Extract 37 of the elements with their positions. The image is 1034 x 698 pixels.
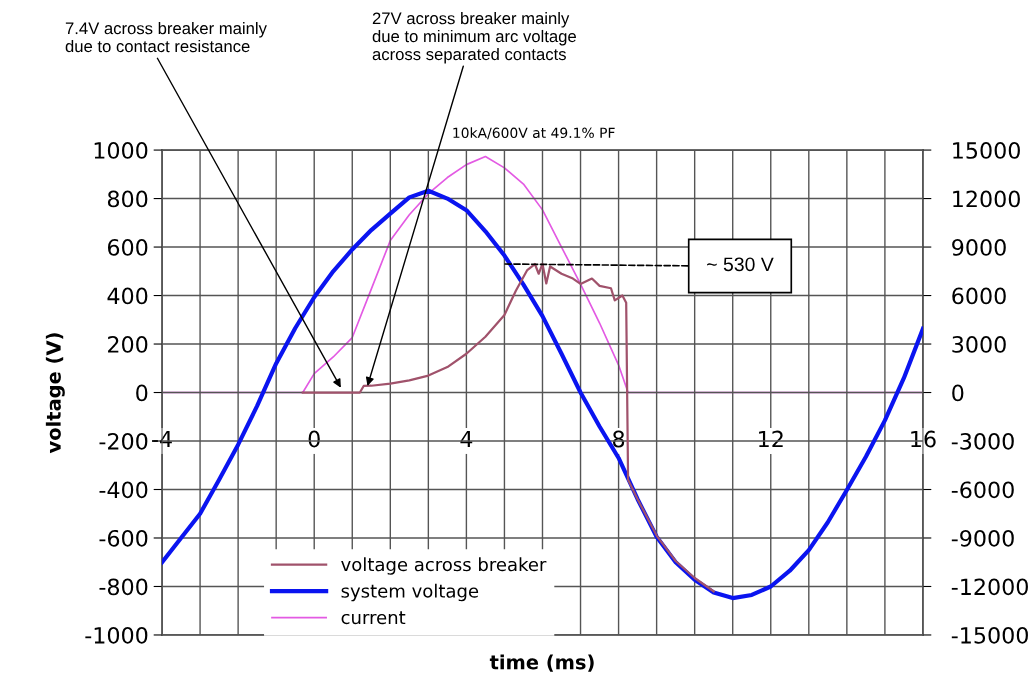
x-tick-label: 16 [911, 430, 936, 448]
y2-tick-label: 3000 [952, 335, 1006, 353]
y-tick-label: -600 [99, 529, 148, 547]
legend-label: system voltage [341, 583, 479, 602]
y2-tick-label: -6000 [951, 481, 1014, 499]
chart-title: 10kA/600V at 49.1% PF [453, 127, 615, 140]
y-tick-label: 200 [108, 335, 148, 353]
y-tick-label: -1000 [85, 626, 148, 644]
y2-tick-label: -3000 [951, 432, 1014, 450]
legend-label: voltage across breaker [341, 557, 547, 575]
y-tick-label: -200 [99, 432, 148, 450]
x-tick-label: -4 [152, 430, 172, 448]
x-tick-label: 4 [460, 430, 473, 448]
x-axis-title: time (ms) [489, 654, 594, 672]
y2-tick-label: 0 [952, 384, 964, 402]
y-tick-label: -800 [99, 578, 148, 596]
y-tick-label: 600 [107, 239, 148, 256]
y2-tick-label: 9000 [952, 239, 1006, 256]
y-axis-title: voltage (V) [45, 333, 65, 454]
annotation: 27V across breaker mainly due to minimum arc voltage across separated contacts [372, 12, 576, 64]
y2-tick-label: -15000 [951, 626, 1028, 644]
legend-label: current [341, 611, 406, 625]
x-tick-label: 0 [308, 430, 320, 448]
y2-tick-label: 15000 [953, 142, 1020, 159]
y2-tick-label: -9000 [951, 529, 1014, 547]
annotation: ~ 530 V [707, 257, 774, 272]
y-tick-label: -400 [99, 481, 148, 499]
y-tick-label: 800 [107, 190, 148, 208]
y2-tick-label: 12000 [953, 190, 1020, 208]
y-tick-label: 400 [107, 287, 148, 305]
y-tick-label: 0 [136, 384, 148, 402]
y2-tick-label: -12000 [951, 578, 1028, 596]
x-tick-label: 12 [759, 430, 783, 448]
annotation: 7.4V across breaker mainly due to contact resistance [65, 22, 267, 53]
y-tick-label: 1000 [94, 142, 148, 159]
y2-tick-label: 6000 [952, 287, 1006, 305]
x-tick-label: 8 [613, 430, 625, 448]
